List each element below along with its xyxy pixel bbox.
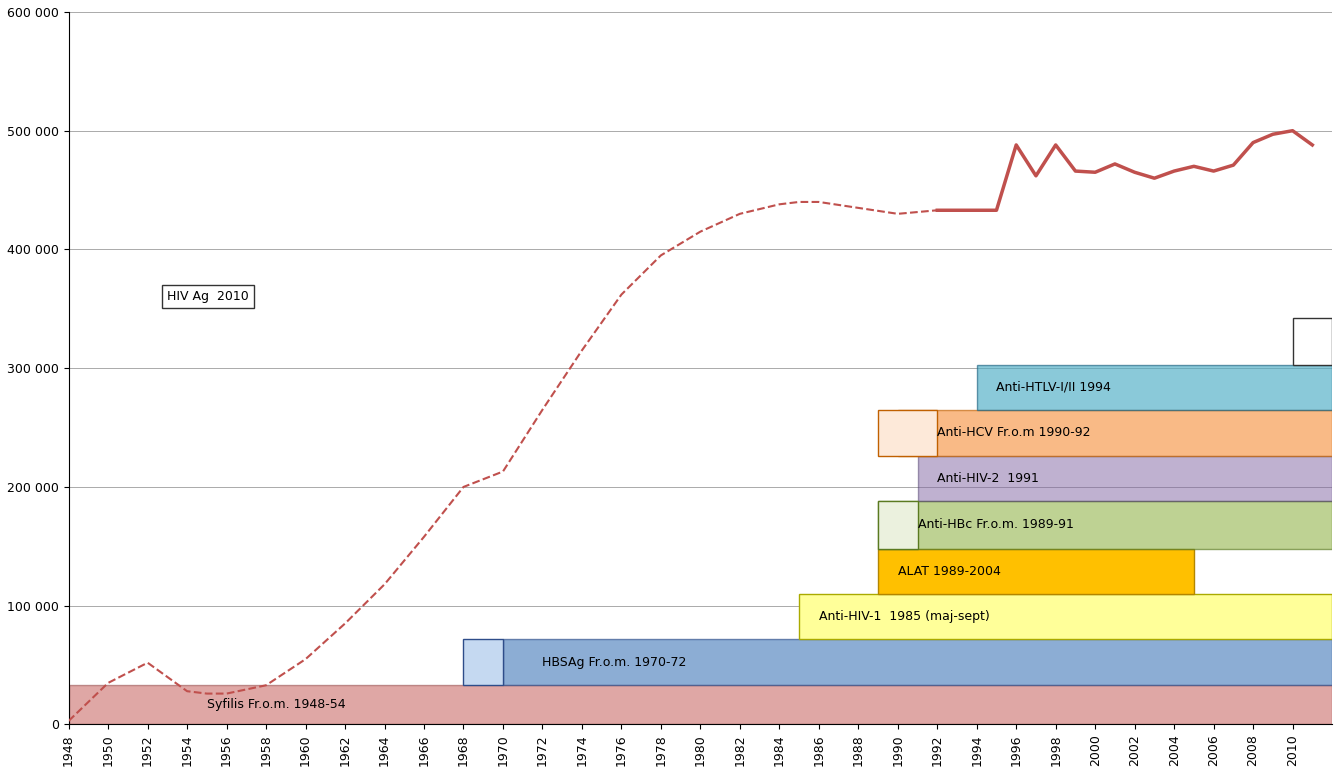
Bar [799, 594, 1332, 639]
Text: HBSAg Fr.o.m. 1970-72: HBSAg Fr.o.m. 1970-72 [542, 656, 687, 669]
Text: Anti-HBc Fr.o.m. 1989-91: Anti-HBc Fr.o.m. 1989-91 [917, 519, 1074, 532]
Bar [878, 501, 1332, 549]
Bar [878, 549, 1194, 594]
Bar [503, 639, 1332, 686]
Bar [897, 410, 1332, 456]
Text: Anti-HTLV-I/II 1994: Anti-HTLV-I/II 1994 [996, 380, 1111, 393]
Text: Anti-HIV-1  1985 (maj-sept): Anti-HIV-1 1985 (maj-sept) [819, 610, 990, 623]
Bar [68, 686, 1332, 724]
Bar [976, 365, 1332, 410]
Text: HIV Ag  2010: HIV Ag 2010 [167, 291, 249, 304]
Bar [917, 456, 1332, 501]
Text: ALAT 1989-2004: ALAT 1989-2004 [897, 565, 1000, 577]
Text: Anti-HCV Fr.o.m 1990-92: Anti-HCV Fr.o.m 1990-92 [937, 427, 1091, 439]
Bar [463, 639, 503, 686]
Text: Anti-HIV-2  1991: Anti-HIV-2 1991 [937, 472, 1039, 485]
Text: Syfilis Fr.o.m. 1948-54: Syfilis Fr.o.m. 1948-54 [206, 698, 345, 711]
Bar [878, 410, 937, 456]
Bar [1292, 318, 1332, 365]
Bar [878, 501, 917, 549]
